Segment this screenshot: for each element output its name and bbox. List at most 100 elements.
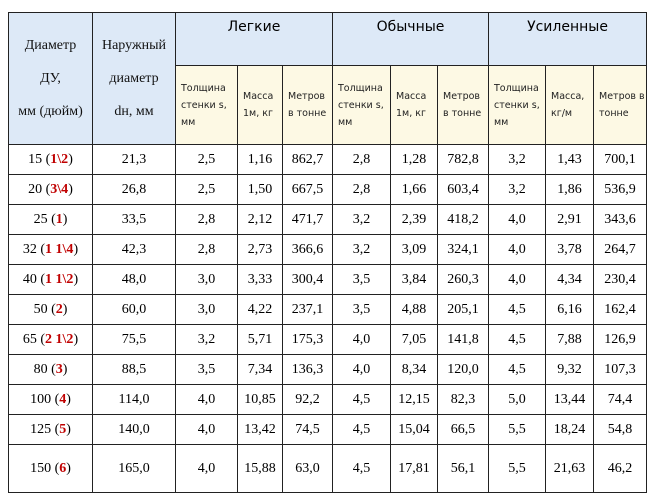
du-value: 65: [22, 331, 37, 347]
value-cell: 418,2: [437, 204, 489, 235]
subheader-cell: Толщина стенки s, мм: [175, 65, 238, 145]
value-cell: 5,0: [488, 384, 546, 415]
inch-value: 6: [59, 460, 67, 476]
table-row: 15 (1\2) 21,3 2,5 1,16 862,7 2,8 1,28 782,8 3,2 1…: [8, 144, 648, 175]
inch-value: 1\2: [50, 151, 69, 167]
value-cell: 264,7: [592, 234, 648, 265]
inch-value: 5: [59, 421, 67, 437]
value-cell: 3,5: [332, 264, 391, 295]
value-cell: 205,1: [437, 294, 489, 325]
value-cell: 366,6: [282, 234, 333, 265]
value-cell: 46,2: [592, 444, 648, 493]
value-cell: 2,8: [332, 174, 391, 205]
table-row: 40 (1 1\2) 48,0 3,0 3,33 300,4 3,5 3,84 260,3 4,…: [8, 264, 648, 295]
value-cell: 74,4: [592, 384, 648, 415]
value-cell: 141,8: [437, 324, 489, 355]
value-cell: 1,66: [390, 174, 438, 205]
subheader-cell: Метров в тонне: [592, 65, 648, 145]
du-cell: 150 (6): [8, 444, 93, 493]
value-cell: 48,0: [92, 264, 176, 295]
value-cell: 4,0: [175, 444, 238, 493]
value-cell: 7,88: [545, 324, 594, 355]
inch-value: 3\4: [50, 181, 69, 197]
table-row: 32 (1 1\4) 42,3 2,8 2,73 366,6 3,2 3,09 324,1 4,…: [8, 234, 648, 265]
value-cell: 782,8: [437, 144, 489, 175]
subheader-cell: Масса 1м, кг: [390, 65, 438, 145]
subheader-cell: Метров в тонне: [282, 65, 333, 145]
value-cell: 54,8: [592, 414, 648, 445]
inch-value: 1 1\2: [45, 271, 74, 287]
value-cell: 21,3: [92, 144, 176, 175]
value-cell: 3,0: [175, 264, 238, 295]
value-cell: 3,2: [175, 324, 238, 355]
value-cell: 4,0: [488, 204, 546, 235]
value-cell: 4,5: [488, 354, 546, 385]
value-cell: 7,05: [390, 324, 438, 355]
table-row: 150 (6) 165,0 4,0 15,88 63,0 4,5 17,81 56,1 5,5 2…: [8, 444, 648, 493]
pipe-table: Диаметр ДУ, мм (дюйм) Наружный диаметр d…: [8, 12, 648, 493]
value-cell: 4,22: [237, 294, 283, 325]
value-cell: 4,5: [332, 414, 391, 445]
value-cell: 82,3: [437, 384, 489, 415]
table-row: 50 (2) 60,0 3,0 4,22 237,1 3,5 4,88 205,1 4,5 6,1…: [8, 294, 648, 325]
inch-value: 2: [55, 301, 63, 317]
value-cell: 260,3: [437, 264, 489, 295]
value-cell: 15,88: [237, 444, 283, 493]
value-cell: 26,8: [92, 174, 176, 205]
du-cell: 20 (3\4): [8, 174, 93, 205]
value-cell: 15,04: [390, 414, 438, 445]
value-cell: 5,5: [488, 414, 546, 445]
inch-value: 1: [55, 211, 63, 227]
value-cell: 10,85: [237, 384, 283, 415]
value-cell: 2,8: [175, 234, 238, 265]
value-cell: 3,78: [545, 234, 594, 265]
value-cell: 56,1: [437, 444, 489, 493]
value-cell: 3,33: [237, 264, 283, 295]
value-cell: 3,5: [332, 294, 391, 325]
du-value: 125: [30, 421, 52, 437]
value-cell: 13,42: [237, 414, 283, 445]
du-cell: 65 (2 1\2): [8, 324, 93, 355]
table-row: 25 (1) 33,5 2,8 2,12 471,7 3,2 2,39 418,2 4,0 2,9…: [8, 204, 648, 235]
value-cell: 2,12: [237, 204, 283, 235]
header-du: Диаметр ДУ, мм (дюйм): [8, 12, 93, 145]
value-cell: 343,6: [592, 204, 648, 235]
value-cell: 4,0: [488, 264, 546, 295]
value-cell: 4,34: [545, 264, 594, 295]
value-cell: 4,0: [488, 234, 546, 265]
value-cell: 667,5: [282, 174, 333, 205]
du-cell: 32 (1 1\4): [8, 234, 93, 265]
du-value: 25: [33, 211, 48, 227]
du-cell: 50 (2): [8, 294, 93, 325]
subheader-cell: Толщина стенки s, мм: [488, 65, 546, 145]
inch-value: 2 1\2: [45, 331, 74, 347]
value-cell: 2,8: [332, 144, 391, 175]
value-cell: 17,81: [390, 444, 438, 493]
value-cell: 4,5: [332, 444, 391, 493]
du-value: 50: [33, 301, 48, 317]
value-cell: 3,2: [488, 174, 546, 205]
value-cell: 114,0: [92, 384, 176, 415]
value-cell: 536,9: [592, 174, 648, 205]
value-cell: 13,44: [545, 384, 594, 415]
header-du-line: мм (дюйм): [9, 95, 92, 128]
value-cell: 74,5: [282, 414, 333, 445]
value-cell: 21,63: [545, 444, 594, 493]
value-cell: 5,5: [488, 444, 546, 493]
value-cell: 120,0: [437, 354, 489, 385]
value-cell: 6,16: [545, 294, 594, 325]
inch-value: 3: [55, 361, 63, 377]
group-light: Легкие: [175, 12, 333, 66]
table-row: 100 (4) 114,0 4,0 10,85 92,2 4,5 12,15 82,3 5,0 1…: [8, 384, 648, 415]
group-normal: Обычные: [332, 12, 489, 66]
value-cell: 862,7: [282, 144, 333, 175]
value-cell: 107,3: [592, 354, 648, 385]
value-cell: 3,2: [488, 144, 546, 175]
value-cell: 88,5: [92, 354, 176, 385]
value-cell: 4,88: [390, 294, 438, 325]
value-cell: 3,2: [332, 204, 391, 235]
value-cell: 1,86: [545, 174, 594, 205]
header-du-line: ДУ,: [40, 71, 61, 86]
header-outer-line: dн, мм: [114, 104, 154, 119]
table-row: 80 (3) 88,5 3,5 7,34 136,3 4,0 8,34 120,0 4,5 9,3…: [8, 354, 648, 385]
